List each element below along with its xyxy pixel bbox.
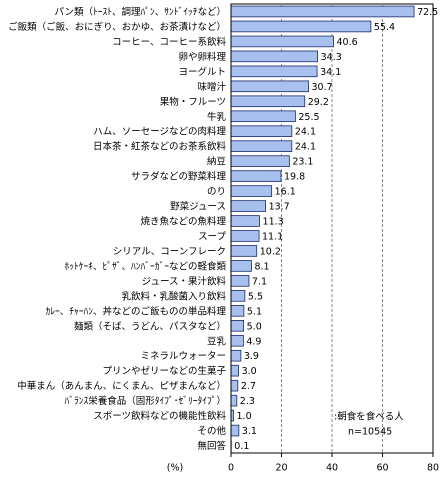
- bar: [230, 20, 372, 33]
- value-label: 72.5: [417, 7, 438, 18]
- category-label: ｶﾚｰ、ﾁｬｰﾊﾝ、丼などのご飯ものの単品料理: [45, 305, 226, 317]
- bar: [230, 364, 239, 377]
- category-label: 卵や卵料理: [178, 51, 226, 63]
- bar: [230, 95, 306, 108]
- bar: [230, 290, 246, 302]
- category-label: のり: [207, 187, 226, 198]
- bar: [230, 185, 273, 197]
- value-label: 25.5: [298, 112, 319, 123]
- value-label: 1.0: [237, 411, 252, 422]
- value-label: 11.3: [263, 217, 284, 228]
- category-label: 焼き魚などの魚料理: [140, 216, 226, 228]
- category-label: 果物・フルーツ: [160, 96, 226, 108]
- value-label: 4.9: [246, 336, 261, 347]
- value-label: 34.3: [321, 52, 342, 63]
- category-label: 麺類（そば、うどん、パスタなど）: [74, 320, 226, 332]
- category-label: ﾎｯﾄｹｰｷ、ﾋﾟｻﾞ、ﾊﾝﾊﾞｰｶﾞｰなどの軽食類: [64, 260, 226, 272]
- category-label: ミネラルウォーター: [140, 351, 226, 362]
- value-label: 40.6: [337, 37, 358, 48]
- bar: [230, 35, 334, 48]
- category-label: 乳飲料・乳酸菌入り飲料: [121, 290, 226, 302]
- value-label: 0.1: [234, 441, 249, 452]
- category-label: プリンやゼリーなどの生菓子: [102, 365, 226, 377]
- value-label: 23.1: [292, 157, 313, 168]
- value-label: 16.1: [275, 187, 296, 198]
- category-label: 日本茶・紅茶などのお茶系飲料: [93, 141, 227, 153]
- category-label: その他: [197, 425, 226, 437]
- value-label: 11.1: [262, 231, 283, 242]
- bar: [230, 140, 293, 152]
- category-label: スポーツ飲料などの機能性飲料: [93, 410, 226, 422]
- note: n=10545: [348, 427, 392, 438]
- bar: [230, 394, 238, 407]
- value-label: 10.2: [260, 246, 281, 257]
- bar: [230, 424, 240, 437]
- category-label: 納豆: [207, 156, 226, 168]
- value-label: 8.1: [254, 261, 269, 272]
- bar: [230, 125, 293, 138]
- value-label: 3.9: [244, 351, 259, 362]
- bar: [230, 260, 252, 272]
- value-label: 13.7: [269, 202, 290, 213]
- bar: [230, 170, 282, 182]
- category-label: サラダなどの野菜料理: [131, 171, 227, 183]
- bar: [230, 80, 309, 93]
- bar: [230, 334, 244, 347]
- value-label: 5.5: [248, 291, 263, 302]
- bar: [230, 349, 242, 362]
- category-label: 豆乳: [207, 335, 227, 347]
- x-tick-label: 20: [275, 463, 287, 474]
- value-label: 2.3: [240, 396, 255, 407]
- category-label: ハム、ソーセージなどの肉料理: [93, 126, 226, 138]
- legend-label: :朝食を食べる人: [334, 411, 404, 423]
- value-label: 24.1: [295, 127, 316, 138]
- bar: [230, 275, 250, 287]
- category-label: 無回答: [197, 440, 226, 452]
- value-label: 5.1: [247, 306, 262, 317]
- value-label: 19.8: [284, 172, 305, 183]
- category-label: スープ: [198, 231, 226, 242]
- category-label: 中華まん（あんまん、にくまん、ピザまんなど）: [17, 380, 226, 392]
- category-label: ジュース・果汁飲料: [142, 275, 227, 287]
- category-label: ご飯類（ご飯、おにぎり、おかゆ、お茶漬けなど）: [8, 21, 226, 33]
- x-tick-label: 0: [228, 463, 234, 474]
- bar: [230, 65, 318, 78]
- value-label: 55.4: [374, 22, 395, 33]
- bar: [230, 200, 266, 212]
- value-label: 30.7: [312, 82, 333, 93]
- category-label: パン類（ﾄｰｽﾄ、調理ﾊﾟﾝ、ｻﾝﾄﾞｲｯﾁなど）: [55, 6, 226, 18]
- category-label: 牛乳: [207, 111, 227, 123]
- value-label: 7.1: [252, 276, 267, 287]
- category-label: シリアル、コーンフレーク: [113, 246, 226, 257]
- category-label: 野菜ジュース: [170, 201, 226, 213]
- value-label: 5.0: [247, 321, 262, 332]
- category-label: 味噌汁: [197, 81, 226, 93]
- plot-area: [230, 3, 434, 454]
- x-tick-label: 40: [326, 463, 338, 474]
- value-label: 29.2: [308, 97, 329, 108]
- value-label: 3.0: [242, 366, 257, 377]
- bar: [230, 5, 415, 18]
- bar: [230, 155, 290, 167]
- bar: [230, 110, 296, 123]
- value-label: 34.1: [320, 67, 341, 78]
- category-label: ヨーグルト: [178, 66, 226, 78]
- bar: [230, 230, 260, 242]
- x-tick-label: 60: [376, 463, 388, 474]
- bar: [230, 215, 260, 227]
- bar: [230, 50, 319, 63]
- x-tick-label: 80: [427, 463, 439, 474]
- bar: [230, 305, 245, 317]
- value-label: 2.7: [241, 381, 256, 392]
- bar: [230, 245, 258, 257]
- x-axis-label: (%): [167, 463, 183, 474]
- category-label: コーヒー、コーヒー系飲料: [112, 36, 226, 48]
- category-label: ﾊﾞﾗﾝｽ栄養食品（固形ﾀｲﾌﾟ･ｾﾞﾘｰﾀｲﾌﾟ）: [64, 395, 226, 407]
- bar: [230, 319, 245, 332]
- value-label: 3.1: [242, 426, 257, 437]
- value-label: 24.1: [295, 142, 316, 153]
- bar: [230, 379, 239, 392]
